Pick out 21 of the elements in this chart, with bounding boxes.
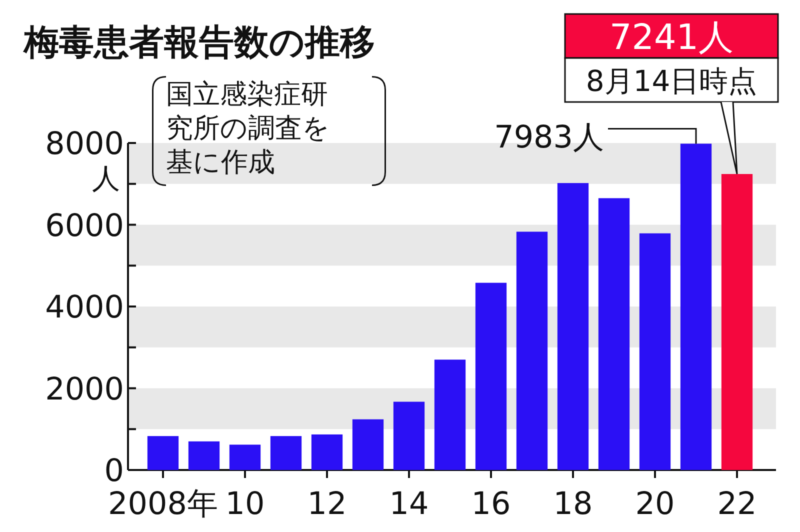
annotation: 国立感染症研究所の調査を基に作成: [166, 79, 330, 178]
chart-title: 梅毒患者報告数の推移: [22, 23, 375, 63]
x-tick-label: 22: [717, 486, 757, 522]
y-tick-label: 8000: [45, 126, 124, 162]
y-tick-label: 0: [104, 453, 124, 489]
x-tick-label: 16: [471, 486, 511, 522]
y-tick-label: 4000: [45, 290, 124, 326]
x-tick-label: 14: [389, 486, 429, 522]
x-tick-label: 10: [225, 486, 265, 522]
annotation: 7241人: [609, 18, 734, 58]
text: 8月14日時点: [586, 64, 758, 98]
x-tick-label: 18: [553, 486, 593, 522]
y-tick-label: 2000: [45, 371, 124, 408]
x-tick-label: 2008年: [108, 486, 218, 522]
x-tick-label: 12: [307, 486, 347, 522]
source-note: 国立感染症研究所の調査を基に作成: [152, 76, 386, 186]
y-axis-title: 人: [92, 162, 120, 195]
y-tick-label: 6000: [45, 208, 124, 244]
annotation: 7983人: [494, 120, 604, 156]
annotation-leader: 7983人: [494, 120, 697, 156]
x-tick-label: 20: [635, 486, 675, 522]
